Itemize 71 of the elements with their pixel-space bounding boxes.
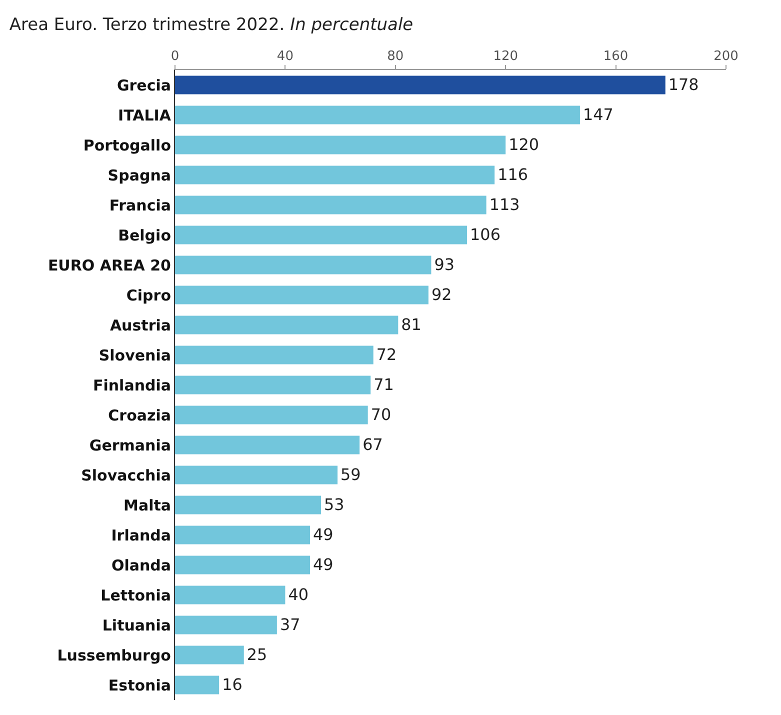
data-label: 53 bbox=[324, 494, 344, 514]
y-tick-label: Estonia bbox=[108, 676, 171, 694]
bar bbox=[175, 676, 220, 694]
bar bbox=[175, 76, 666, 94]
data-label: 67 bbox=[362, 434, 383, 454]
bar bbox=[175, 526, 310, 544]
data-label: 116 bbox=[498, 164, 528, 184]
x-tick-label: 120 bbox=[493, 48, 518, 64]
data-label: 92 bbox=[431, 284, 452, 304]
y-tick-label: Portogallo bbox=[83, 136, 171, 154]
y-tick-label: Cipro bbox=[126, 286, 171, 304]
y-tick-label: Germania bbox=[89, 436, 171, 454]
y-tick-label: Francia bbox=[109, 196, 171, 214]
y-tick-label: Irlanda bbox=[111, 526, 171, 544]
data-label: 59 bbox=[340, 464, 361, 484]
bar bbox=[175, 436, 360, 454]
data-label: 25 bbox=[246, 644, 268, 664]
data-label: 49 bbox=[313, 554, 334, 574]
y-tick-label: Spagna bbox=[108, 166, 171, 184]
y-tick-label: Lussemburgo bbox=[57, 646, 171, 664]
bar bbox=[175, 196, 486, 214]
y-tick-label: Malta bbox=[124, 496, 171, 514]
x-tick-label: 200 bbox=[714, 48, 738, 64]
bar bbox=[175, 646, 244, 664]
y-tick-label: Lettonia bbox=[100, 586, 171, 604]
bar bbox=[175, 616, 277, 634]
data-label: 71 bbox=[374, 374, 394, 394]
bar bbox=[175, 106, 580, 124]
data-label: 147 bbox=[582, 104, 614, 124]
bar bbox=[175, 376, 371, 394]
bar bbox=[175, 226, 468, 244]
y-tick-label: Austria bbox=[110, 316, 171, 334]
bar bbox=[175, 286, 428, 304]
data-label: 113 bbox=[489, 194, 520, 214]
bar bbox=[175, 466, 338, 484]
y-tick-label: Finlandia bbox=[92, 376, 171, 394]
bar bbox=[175, 406, 368, 424]
bar bbox=[175, 316, 398, 334]
chart-subtitle: In percentuale bbox=[290, 14, 414, 35]
bar bbox=[175, 496, 322, 514]
y-tick-label: Slovenia bbox=[98, 346, 171, 364]
x-tick-label: 40 bbox=[276, 48, 294, 64]
y-tick-label: Belgio bbox=[118, 226, 171, 244]
x-tick-label: 160 bbox=[603, 48, 628, 64]
bar bbox=[175, 136, 506, 154]
data-label: 72 bbox=[376, 344, 397, 364]
data-label: 106 bbox=[470, 224, 500, 244]
bar bbox=[175, 586, 286, 604]
x-tick-label: 80 bbox=[387, 48, 404, 64]
chart-title: Area Euro. Terzo trimestre 2022. bbox=[9, 14, 285, 35]
data-label: 81 bbox=[401, 314, 422, 334]
bar bbox=[175, 346, 374, 364]
y-tick-label: Grecia bbox=[116, 76, 171, 94]
data-label: 16 bbox=[222, 674, 242, 694]
y-tick-label: Olanda bbox=[111, 556, 171, 574]
y-tick-label: EURO AREA 20 bbox=[48, 256, 171, 274]
x-tick-label: 0 bbox=[170, 48, 180, 64]
y-tick-label: Lituania bbox=[102, 616, 171, 634]
bar bbox=[175, 166, 495, 184]
bar bbox=[175, 256, 432, 274]
y-tick-label: ITALIA bbox=[118, 106, 172, 124]
data-label: 120 bbox=[508, 134, 540, 154]
data-label: 40 bbox=[288, 584, 308, 604]
data-label: 70 bbox=[370, 404, 392, 424]
data-label: 37 bbox=[280, 614, 300, 634]
y-tick-label: Slovacchia bbox=[81, 466, 171, 484]
bar bbox=[175, 556, 310, 574]
data-label: 93 bbox=[434, 254, 454, 274]
data-label: 178 bbox=[668, 74, 699, 94]
data-label: 49 bbox=[313, 524, 334, 544]
y-tick-label: Croazia bbox=[108, 406, 171, 424]
